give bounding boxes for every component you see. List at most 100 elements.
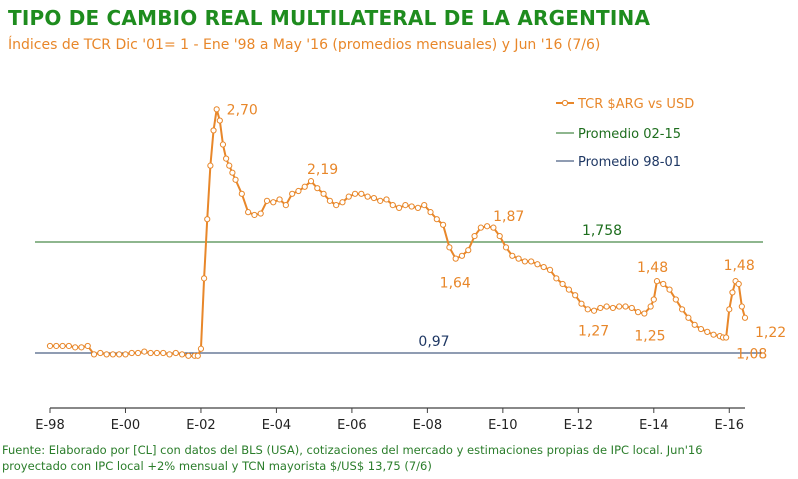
data-point <box>628 304 635 312</box>
data-point <box>427 209 434 216</box>
data-point <box>521 258 528 265</box>
data-point <box>122 351 129 358</box>
data-point <box>383 196 390 203</box>
data-point <box>172 349 179 357</box>
data-point <box>229 169 236 176</box>
data-point <box>622 303 629 310</box>
reference-line-label: 0,97 <box>418 334 449 350</box>
x-tick-label: E-04 <box>262 418 291 433</box>
data-point <box>141 348 148 355</box>
data-point <box>219 141 227 148</box>
legend-label: TCR $ARG vs USD <box>577 97 694 112</box>
legend-label: Promedio 98-01 <box>578 155 681 170</box>
data-point <box>270 199 277 206</box>
data-point <box>597 304 604 312</box>
data-point <box>207 162 214 169</box>
legend-label: Promedio 02-15 <box>578 127 681 142</box>
data-point <box>295 187 302 195</box>
data-point <box>634 309 642 316</box>
data-point <box>116 351 123 358</box>
data-point <box>65 342 72 350</box>
data-label: 2,70 <box>227 102 258 118</box>
data-point <box>339 199 346 206</box>
data-point <box>153 349 161 357</box>
data-point <box>735 280 742 288</box>
data-label: 1,87 <box>493 209 524 225</box>
data-point <box>666 286 673 293</box>
data-point <box>320 190 327 197</box>
data-point <box>78 344 85 351</box>
data-point <box>738 303 745 310</box>
data-point <box>103 351 110 358</box>
data-label: 1,48 <box>724 258 755 274</box>
x-tick-label: E-02 <box>186 418 215 433</box>
data-point <box>704 328 711 335</box>
data-point <box>660 280 667 288</box>
data-point <box>358 190 365 197</box>
data-point <box>46 342 54 350</box>
data-point <box>477 224 484 231</box>
data-point <box>559 280 566 288</box>
data-point <box>496 232 503 240</box>
data-point <box>490 224 497 231</box>
data-point <box>185 352 192 359</box>
data-point <box>128 349 135 357</box>
reference-line-label: 1,758 <box>582 223 622 239</box>
data-point <box>134 349 142 357</box>
source-note: Fuente: Elaborado por [CL] con datos del… <box>2 442 703 474</box>
data-point <box>197 345 205 352</box>
data-point <box>528 258 535 265</box>
data-point <box>345 193 352 200</box>
data-point <box>395 204 403 212</box>
data-point <box>314 185 321 192</box>
data-point <box>238 190 245 197</box>
data-point <box>553 275 560 282</box>
data-label: 1,22 <box>755 325 786 341</box>
data-point <box>408 203 415 210</box>
data-point <box>534 261 541 268</box>
data-point <box>421 201 428 209</box>
x-tick-label: E-10 <box>488 418 517 433</box>
data-point <box>729 289 736 296</box>
data-point <box>723 334 730 341</box>
data-point <box>333 201 340 209</box>
data-point <box>90 351 98 358</box>
data-point <box>200 275 208 282</box>
data-point <box>603 303 610 310</box>
data-point <box>210 127 217 134</box>
data-point <box>446 244 453 251</box>
data-point <box>484 223 491 230</box>
data-point <box>458 252 466 259</box>
data-point <box>97 349 104 357</box>
data-point <box>465 247 472 254</box>
data-point <box>572 292 579 299</box>
x-tick-label: E-08 <box>413 418 442 433</box>
data-point <box>194 352 201 359</box>
data-point <box>213 106 220 113</box>
data-point <box>147 349 154 357</box>
data-point <box>109 351 116 358</box>
data-point <box>59 342 66 350</box>
data-point <box>565 286 572 293</box>
data-point <box>691 321 698 328</box>
data-point <box>301 183 308 190</box>
x-tick-label: E-00 <box>111 418 140 433</box>
data-point <box>641 310 648 317</box>
data-point <box>377 197 384 204</box>
series-line <box>50 109 746 357</box>
data-point <box>289 190 296 197</box>
data-point <box>439 221 447 228</box>
data-label: 2,19 <box>307 162 338 178</box>
x-tick-label: E-14 <box>639 418 668 433</box>
data-point <box>307 178 315 185</box>
data-label: 1,25 <box>634 329 665 345</box>
x-tick-label: E-12 <box>564 418 593 433</box>
data-point <box>178 351 186 358</box>
data-point <box>685 314 692 321</box>
data-point <box>710 331 717 338</box>
data-point <box>204 216 211 223</box>
data-point <box>216 117 223 124</box>
data-point <box>502 244 510 251</box>
x-tick-label: E-98 <box>35 418 64 433</box>
data-point <box>653 278 661 285</box>
